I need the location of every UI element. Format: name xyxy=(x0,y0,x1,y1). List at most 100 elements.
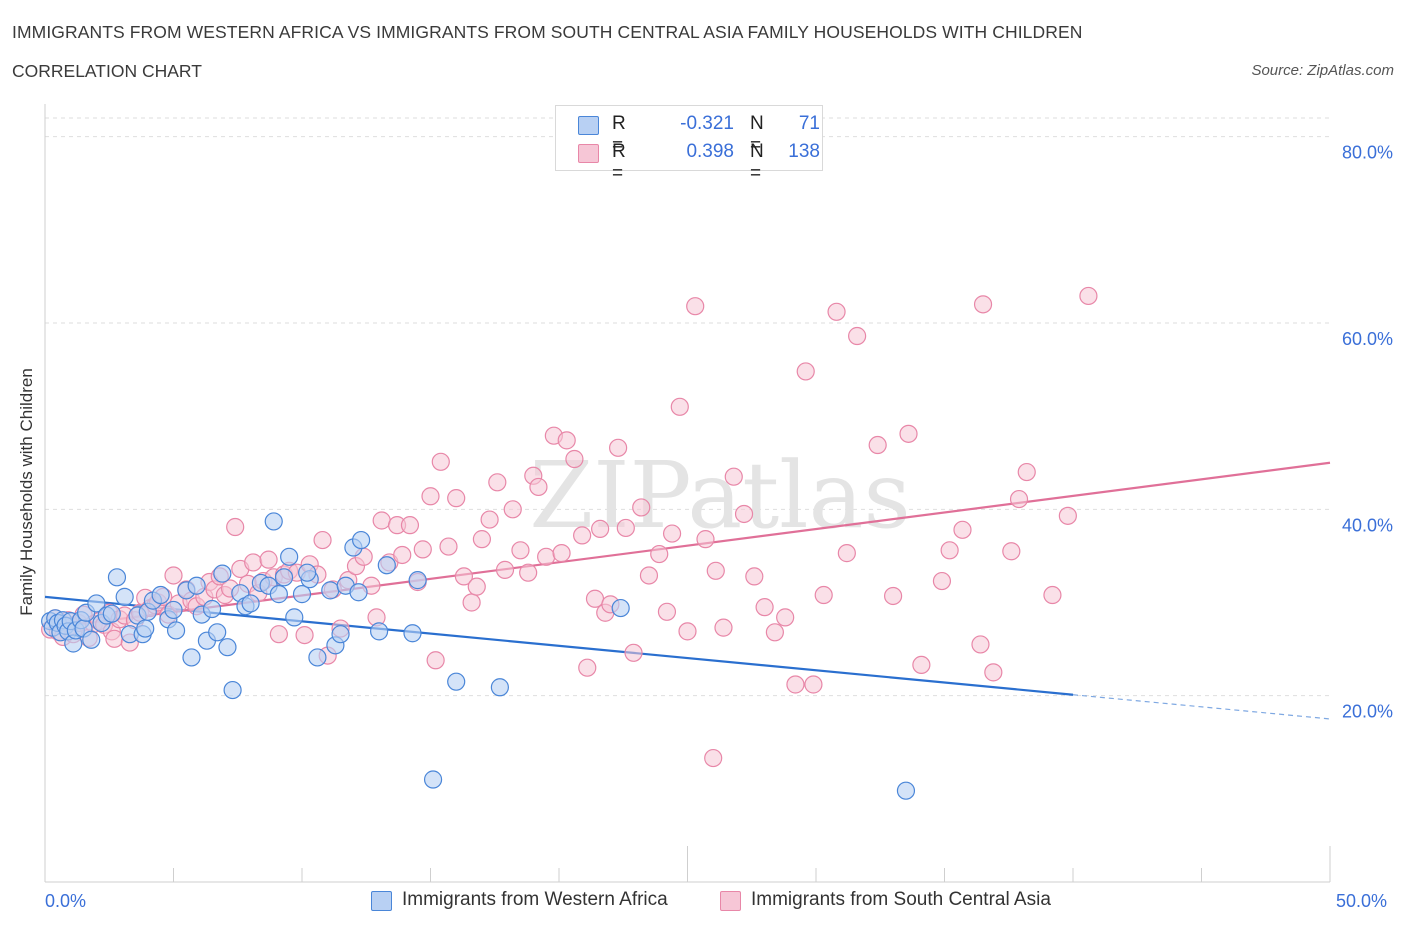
data-point-south-central-asia xyxy=(912,655,931,675)
data-point-south-central-asia xyxy=(639,566,659,585)
bottom-legend-label: Immigrants from Western Africa xyxy=(402,889,668,910)
data-point-south-central-asia xyxy=(1017,462,1036,482)
data-point-western-africa xyxy=(213,564,232,583)
data-point-south-central-asia xyxy=(1058,506,1077,525)
data-point-south-central-asia xyxy=(447,489,466,508)
data-point-south-central-asia xyxy=(372,511,391,530)
data-point-south-central-asia xyxy=(786,675,805,694)
data-point-south-central-asia xyxy=(932,571,952,591)
data-point-western-africa xyxy=(611,598,630,618)
data-point-western-africa xyxy=(107,568,127,587)
data-point-south-central-asia xyxy=(899,424,918,443)
data-point-south-central-asia xyxy=(796,362,815,381)
data-point-south-central-asia xyxy=(848,326,867,346)
data-point-south-central-asia xyxy=(495,560,515,579)
data-point-south-central-asia xyxy=(745,567,764,586)
data-point-south-central-asia xyxy=(565,449,584,469)
data-point-south-central-asia xyxy=(511,541,530,560)
data-point-western-africa xyxy=(136,619,155,638)
y-tick-label: 20.0% xyxy=(1342,702,1393,722)
data-point-western-africa xyxy=(264,512,283,531)
data-point-western-africa xyxy=(298,563,317,582)
data-point-western-africa xyxy=(896,781,916,800)
data-point-western-africa xyxy=(447,672,466,691)
legend-n-value: 138 xyxy=(788,141,820,162)
source-credit: Source: ZipAtlas.com xyxy=(1251,62,1394,79)
data-point-south-central-asia xyxy=(814,585,833,605)
data-point-western-africa xyxy=(352,530,371,550)
data-point-western-africa xyxy=(280,547,299,566)
data-point-south-central-asia xyxy=(657,602,677,621)
legend-n-label: N = xyxy=(750,113,764,156)
data-point-south-central-asia xyxy=(421,487,440,506)
data-point-south-central-asia xyxy=(480,510,499,529)
data-point-south-central-asia xyxy=(585,589,605,608)
data-point-western-africa xyxy=(166,621,186,640)
y-tick-labels: 80.0% 60.0% 40.0% 20.0% xyxy=(1342,143,1393,722)
data-point-south-central-asia xyxy=(426,651,445,670)
data-point-western-africa xyxy=(331,625,350,644)
data-point-western-africa xyxy=(187,576,206,595)
data-point-south-central-asia xyxy=(431,452,450,471)
y-tick-label: 40.0% xyxy=(1342,515,1393,535)
data-point-south-central-asia xyxy=(552,544,571,563)
data-point-south-central-asia xyxy=(1002,542,1021,561)
y-axis-label: Family Households with Children xyxy=(17,368,36,616)
data-point-south-central-asia xyxy=(632,498,651,517)
data-point-western-africa xyxy=(208,623,227,642)
legend-swatch-blue xyxy=(578,116,599,135)
data-point-south-central-asia xyxy=(973,295,993,314)
data-point-western-africa xyxy=(490,678,509,697)
data-point-western-africa xyxy=(87,594,106,613)
data-point-western-africa xyxy=(218,638,237,657)
data-point-south-central-asia xyxy=(529,477,548,497)
data-point-south-central-asia xyxy=(295,625,314,645)
data-point-south-central-asia xyxy=(573,526,592,545)
y-tick-label: 80.0% xyxy=(1342,143,1393,163)
data-point-south-central-asia xyxy=(1009,489,1029,509)
data-point-south-central-asia xyxy=(624,643,643,662)
legend-r-value: -0.321 xyxy=(680,113,734,134)
data-point-south-central-asia xyxy=(1079,286,1098,306)
data-point-south-central-asia xyxy=(734,504,754,524)
data-point-south-central-asia xyxy=(439,537,458,556)
data-point-western-africa xyxy=(115,587,134,606)
data-point-south-central-asia xyxy=(678,622,697,641)
data-point-south-central-asia xyxy=(413,540,432,559)
chart-title: IMMIGRANTS FROM WESTERN AFRICA VS IMMIGR… xyxy=(12,22,1083,42)
axes xyxy=(44,104,1331,883)
data-point-south-central-asia xyxy=(164,566,183,585)
legend-n-label: N = xyxy=(750,141,764,184)
data-point-south-central-asia xyxy=(776,608,795,627)
data-point-south-central-asia xyxy=(1043,585,1062,605)
data-point-south-central-asia xyxy=(714,618,733,637)
data-point-western-africa xyxy=(274,568,294,587)
data-point-south-central-asia xyxy=(105,629,124,648)
legend-r-value: 0.398 xyxy=(686,141,734,162)
legend-r-label: R = xyxy=(612,113,626,156)
data-point-south-central-asia xyxy=(557,431,576,450)
data-point-western-africa xyxy=(408,571,427,590)
data-point-western-africa xyxy=(164,600,183,620)
x-tick-label-max: 50.0% xyxy=(1336,891,1388,911)
data-point-western-africa xyxy=(223,680,242,700)
legend-r-label: R = xyxy=(612,141,626,184)
data-point-south-central-asia xyxy=(454,567,474,586)
data-point-south-central-asia xyxy=(755,598,774,617)
bottom-legend-swatch-pink xyxy=(720,891,741,911)
data-point-south-central-asia xyxy=(400,516,420,535)
chart-subtitle: CORRELATION CHART xyxy=(12,61,202,81)
data-point-south-central-asia xyxy=(503,500,522,519)
data-point-western-africa xyxy=(423,770,443,789)
data-point-south-central-asia xyxy=(313,530,332,550)
data-point-south-central-asia xyxy=(488,473,507,492)
data-point-south-central-asia xyxy=(706,561,725,580)
data-point-western-africa xyxy=(182,648,201,667)
data-point-south-central-asia xyxy=(650,544,669,564)
data-point-south-central-asia xyxy=(837,544,856,563)
data-point-western-africa xyxy=(370,622,389,641)
series-western-africa xyxy=(41,512,916,800)
data-point-south-central-asia xyxy=(724,467,743,486)
data-point-south-central-asia xyxy=(393,545,412,565)
data-point-south-central-asia xyxy=(686,297,705,316)
